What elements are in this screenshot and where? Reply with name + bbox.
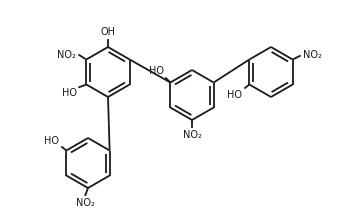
- Text: OH: OH: [101, 27, 116, 37]
- Text: NO₂: NO₂: [303, 51, 321, 61]
- Text: NO₂: NO₂: [58, 50, 76, 59]
- Text: NO₂: NO₂: [76, 198, 95, 208]
- Text: NO₂: NO₂: [183, 130, 201, 140]
- Text: HO: HO: [227, 90, 242, 99]
- Text: HO: HO: [62, 88, 77, 99]
- Text: HO: HO: [149, 65, 164, 76]
- Text: HO: HO: [44, 135, 59, 145]
